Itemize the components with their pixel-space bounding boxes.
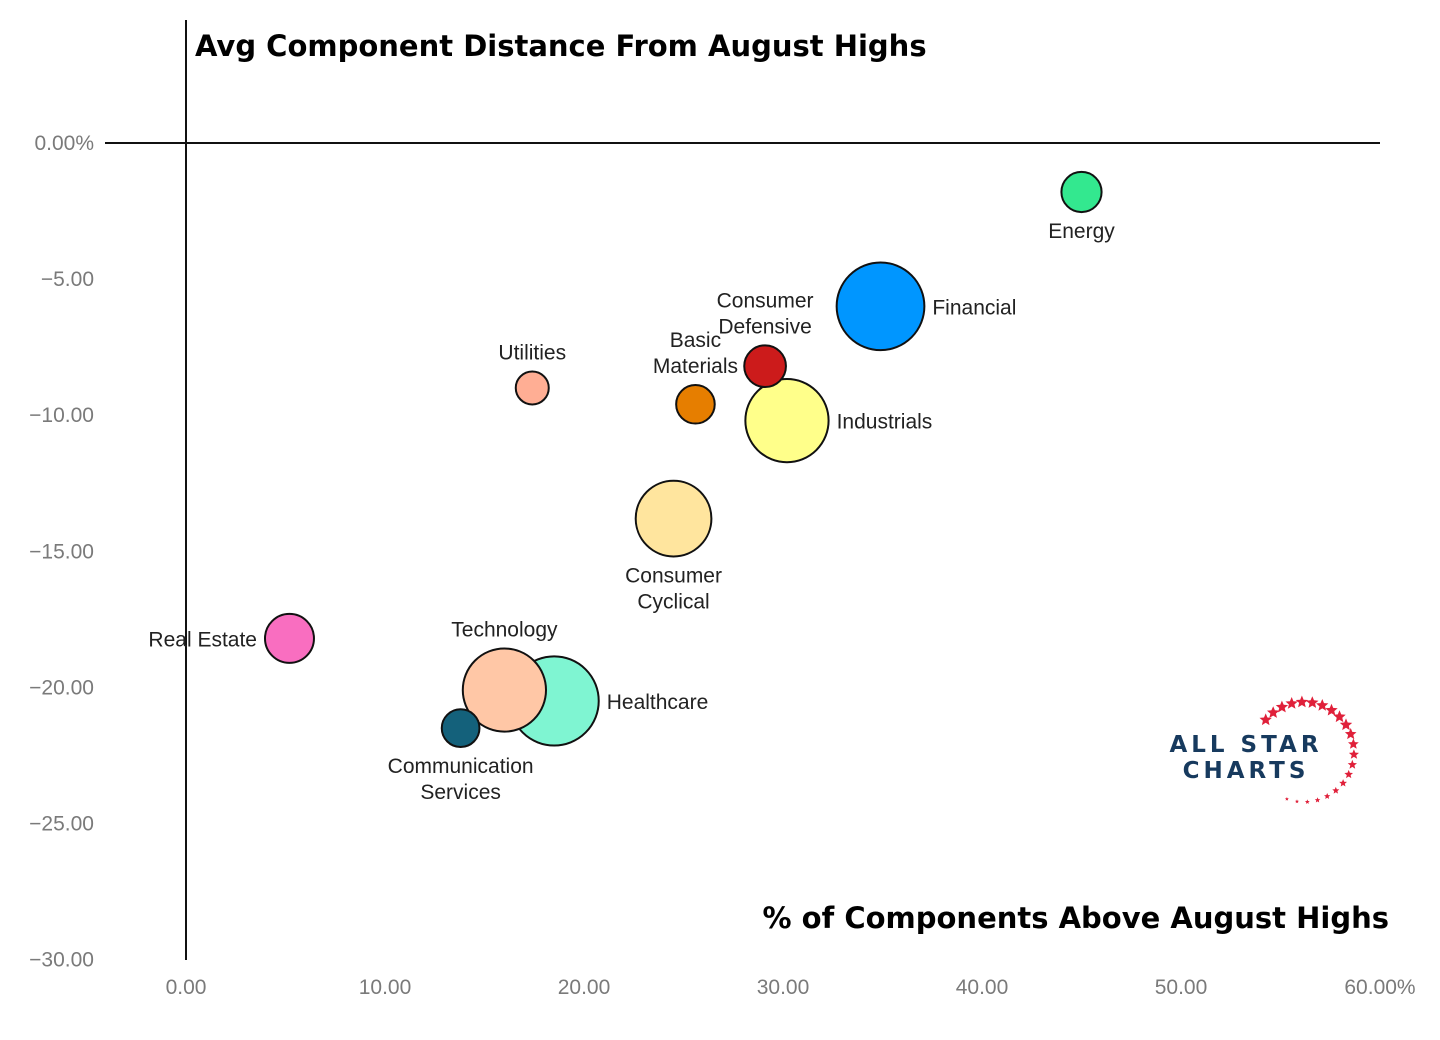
bubble-label: Technology bbox=[451, 618, 558, 641]
bubble-label-line: Technology bbox=[451, 618, 558, 641]
star-icon bbox=[1316, 699, 1329, 711]
bubble-label-line: Financial bbox=[932, 296, 1016, 319]
axes bbox=[105, 20, 1380, 960]
star-icon bbox=[1348, 738, 1359, 749]
star-icon bbox=[1347, 759, 1357, 769]
logo-line-1: ALL STAR bbox=[1169, 732, 1322, 758]
star-icon bbox=[1259, 713, 1272, 726]
star-icon bbox=[1339, 779, 1347, 787]
bubble-label: Basic Materials bbox=[653, 329, 738, 378]
star-icon bbox=[1295, 799, 1299, 804]
bubble-label-line: Healthcare bbox=[607, 691, 709, 714]
x-tick-label: 50.00 bbox=[1155, 976, 1208, 999]
bubble-utilities bbox=[514, 370, 550, 406]
star-icon bbox=[1344, 728, 1357, 740]
x-tick-label: 60.00% bbox=[1344, 976, 1415, 999]
bubble-label: Real Estate bbox=[148, 628, 257, 651]
bubble-label-line: Consumer bbox=[717, 289, 814, 312]
x-tick-label: 30.00 bbox=[757, 976, 810, 999]
bubble-label-line: Materials bbox=[653, 355, 738, 378]
bubble-label-line: Basic bbox=[670, 329, 721, 352]
bubble-industrials bbox=[744, 378, 830, 464]
star-icon bbox=[1325, 703, 1338, 716]
bubble-label-line: Utilities bbox=[498, 341, 566, 364]
x-axis-title: % of Components Above August Highs bbox=[763, 901, 1389, 935]
bubble-label-line: Real Estate bbox=[148, 628, 257, 651]
bubble-consumer-defensive bbox=[743, 344, 787, 389]
star-icon bbox=[1324, 793, 1331, 799]
y-tick-label: −15.00 bbox=[29, 540, 94, 563]
star-icon bbox=[1306, 696, 1319, 708]
x-tick-label: 20.00 bbox=[558, 976, 611, 999]
y-tick-label: −25.00 bbox=[29, 812, 94, 835]
bubble-communication-services bbox=[440, 708, 481, 749]
bubble-label: Communication Services bbox=[388, 755, 534, 804]
y-tick-label: −20.00 bbox=[29, 676, 94, 699]
bubble-label: Consumer Cyclical bbox=[625, 564, 722, 613]
bubble-real-estate bbox=[263, 612, 315, 664]
bubble-consumer-cyclical bbox=[634, 479, 713, 558]
y-tick-label: −5.00 bbox=[41, 268, 94, 291]
bubble-label-line: Industrials bbox=[837, 411, 933, 434]
y-tick-label: 0.00% bbox=[34, 132, 94, 155]
y-tick-label: −30.00 bbox=[29, 949, 94, 972]
bubble-basic-materials bbox=[675, 383, 716, 425]
star-icon bbox=[1314, 797, 1321, 803]
bubble-label: Energy bbox=[1048, 220, 1115, 243]
star-icon bbox=[1285, 797, 1289, 801]
x-tick-label: 10.00 bbox=[359, 976, 412, 999]
x-tick-label: 0.00 bbox=[166, 976, 207, 999]
star-icon bbox=[1267, 706, 1280, 718]
bubble-label-line: Cyclical bbox=[637, 590, 709, 613]
bubble-label-line: Communication bbox=[388, 755, 534, 778]
bubble-technology bbox=[461, 647, 548, 733]
star-icon bbox=[1285, 697, 1298, 709]
star-icon bbox=[1332, 786, 1340, 794]
bubble-label: Utilities bbox=[498, 341, 566, 364]
x-tick-label: 40.00 bbox=[956, 976, 1009, 999]
logo-line-2: CHARTS bbox=[1183, 758, 1310, 784]
star-icon bbox=[1348, 749, 1359, 759]
bubble-label-line: Consumer bbox=[625, 564, 722, 587]
star-icon bbox=[1295, 695, 1309, 708]
bubble-label: Consumer Defensive bbox=[717, 289, 814, 338]
star-icon bbox=[1333, 710, 1346, 723]
bubble-label-line: Defensive bbox=[718, 315, 811, 338]
bubbles bbox=[263, 170, 1103, 749]
logo-stars-icon bbox=[1259, 695, 1359, 804]
star-icon bbox=[1339, 718, 1353, 731]
y-tick-labels: 0.00% −5.00 −10.00 −15.00 −20.00 −25.00 −30.00 bbox=[29, 132, 94, 972]
star-icon bbox=[1304, 799, 1310, 804]
chart-title: Avg Component Distance From August Highs bbox=[195, 29, 927, 63]
star-icon bbox=[1275, 700, 1289, 713]
bubble-financial bbox=[835, 261, 926, 352]
star-icon bbox=[1344, 769, 1353, 779]
all-star-charts-logo: ALL STAR CHARTS bbox=[1169, 695, 1359, 804]
bubble-energy bbox=[1060, 170, 1103, 214]
bubble-label: Healthcare bbox=[607, 691, 709, 714]
bubble-label-line: Services bbox=[420, 781, 501, 804]
x-tick-labels: 0.00 10.00 20.00 30.00 40.00 50.00 60.00% bbox=[166, 976, 1416, 999]
bubble-label: Financial bbox=[932, 296, 1016, 319]
bubble-label-line: Energy bbox=[1048, 220, 1115, 243]
bubble-label: Industrials bbox=[837, 411, 933, 434]
y-tick-label: −10.00 bbox=[29, 404, 94, 427]
